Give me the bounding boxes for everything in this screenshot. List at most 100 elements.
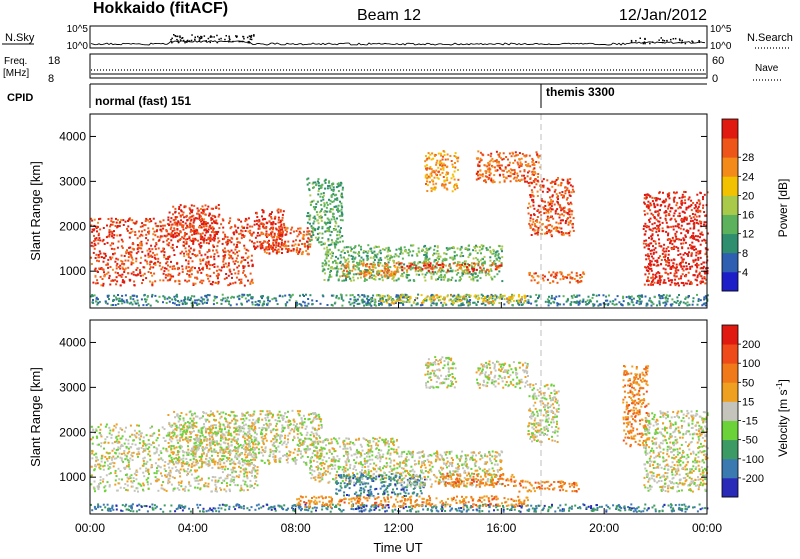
power-range-cell xyxy=(246,249,248,251)
power-range-cell xyxy=(249,226,251,228)
power-range-cell xyxy=(311,303,313,305)
power-range-cell xyxy=(327,187,329,189)
power-range-cell xyxy=(162,279,164,281)
power-range-cell xyxy=(309,214,311,216)
power-range-cell xyxy=(229,220,231,222)
power-range-cell xyxy=(435,164,437,166)
power-range-cell xyxy=(164,225,166,227)
power-range-cell xyxy=(256,241,258,243)
power-range-cell xyxy=(357,277,359,279)
power-range-cell xyxy=(333,200,335,202)
power-range-cell xyxy=(210,283,212,285)
power-range-cell xyxy=(446,247,448,249)
power-range-cell xyxy=(245,298,247,300)
power-range-cell xyxy=(704,194,706,196)
power-range-cell xyxy=(551,186,553,188)
power-range-cell xyxy=(414,261,416,263)
power-range-cell xyxy=(542,223,544,225)
power-range-cell xyxy=(357,303,359,305)
power-range-cell xyxy=(137,273,139,275)
power-range-cell xyxy=(675,246,677,248)
power-range-cell xyxy=(435,173,437,175)
power-range-cell xyxy=(410,245,412,247)
power-range-cell xyxy=(202,209,204,211)
power-range-cell xyxy=(644,210,646,212)
power-range-cell xyxy=(608,295,610,297)
power-range-cell xyxy=(695,259,697,261)
power-range-cell xyxy=(429,181,431,183)
power-range-cell xyxy=(282,217,284,219)
power-range-cell xyxy=(445,265,447,267)
power-range-cell xyxy=(249,232,251,234)
power-range-cell xyxy=(333,229,335,231)
power-range-cell xyxy=(357,253,359,255)
power-range-cell xyxy=(159,237,161,239)
power-range-cell xyxy=(145,220,147,222)
power-range-cell xyxy=(388,303,390,305)
power-range-cell xyxy=(116,222,118,224)
power-range-cell xyxy=(649,297,651,299)
power-range-cell xyxy=(447,158,449,160)
power-range-cell xyxy=(434,177,436,179)
power-range-cell xyxy=(395,296,397,298)
power-range-cell xyxy=(444,276,446,278)
power-range-cell xyxy=(285,234,287,236)
power-range-cell xyxy=(186,281,188,283)
power-range-cell xyxy=(281,252,283,254)
power-range-cell xyxy=(328,199,330,201)
power-range-cell xyxy=(493,253,495,255)
power-range-cell xyxy=(543,178,545,180)
power-range-cell xyxy=(154,280,156,282)
power-range-cell xyxy=(373,278,375,280)
power-range-cell xyxy=(660,263,662,265)
power-range-cell xyxy=(277,303,279,305)
power-range-cell xyxy=(156,225,158,227)
power-range-cell xyxy=(133,271,135,273)
power-range-cell xyxy=(682,211,684,213)
power-range-cell xyxy=(607,303,609,305)
power-range-cell xyxy=(181,251,183,253)
power-range-cell xyxy=(308,243,310,245)
power-range-cell xyxy=(527,163,529,165)
power-range-cell xyxy=(650,283,652,285)
power-range-cell xyxy=(200,260,202,262)
power-range-cell xyxy=(567,217,569,219)
power-range-cell xyxy=(688,198,690,200)
power-range-cell xyxy=(666,211,668,213)
power-range-cell xyxy=(217,277,219,279)
power-range-cell xyxy=(329,271,331,273)
power-range-cell xyxy=(94,248,96,250)
power-range-cell xyxy=(319,232,321,234)
power-range-cell xyxy=(164,235,166,237)
power-range-cell xyxy=(224,247,226,249)
power-range-cell xyxy=(165,229,167,231)
power-range-cell xyxy=(186,233,188,235)
nsearch-point xyxy=(232,41,234,43)
power-range-cell xyxy=(386,264,388,266)
power-range-cell xyxy=(616,303,618,305)
power-range-cell xyxy=(699,250,701,252)
power-range-cell xyxy=(97,239,99,241)
power-range-cell xyxy=(673,215,675,217)
power-range-cell xyxy=(282,231,284,233)
power-range-cell xyxy=(170,217,172,219)
power-range-cell xyxy=(91,231,93,233)
power-range-cell xyxy=(200,208,202,210)
power-range-cell xyxy=(670,284,672,286)
power-range-cell xyxy=(200,238,202,240)
power-range-cell xyxy=(286,231,288,233)
power-range-cell xyxy=(675,210,677,212)
power-range-cell xyxy=(341,280,343,282)
power-range-cell xyxy=(175,218,177,220)
power-range-cell xyxy=(206,267,208,269)
power-range-cell xyxy=(431,168,433,170)
power-range-cell xyxy=(150,272,152,274)
power-range-cell xyxy=(332,213,334,215)
nsearch-point xyxy=(187,40,189,42)
power-range-cell xyxy=(130,298,132,300)
power-range-cell xyxy=(195,217,197,219)
power-range-cell xyxy=(168,270,170,272)
power-range-cell xyxy=(193,227,195,229)
power-range-cell xyxy=(701,278,703,280)
power-range-cell xyxy=(133,249,135,251)
